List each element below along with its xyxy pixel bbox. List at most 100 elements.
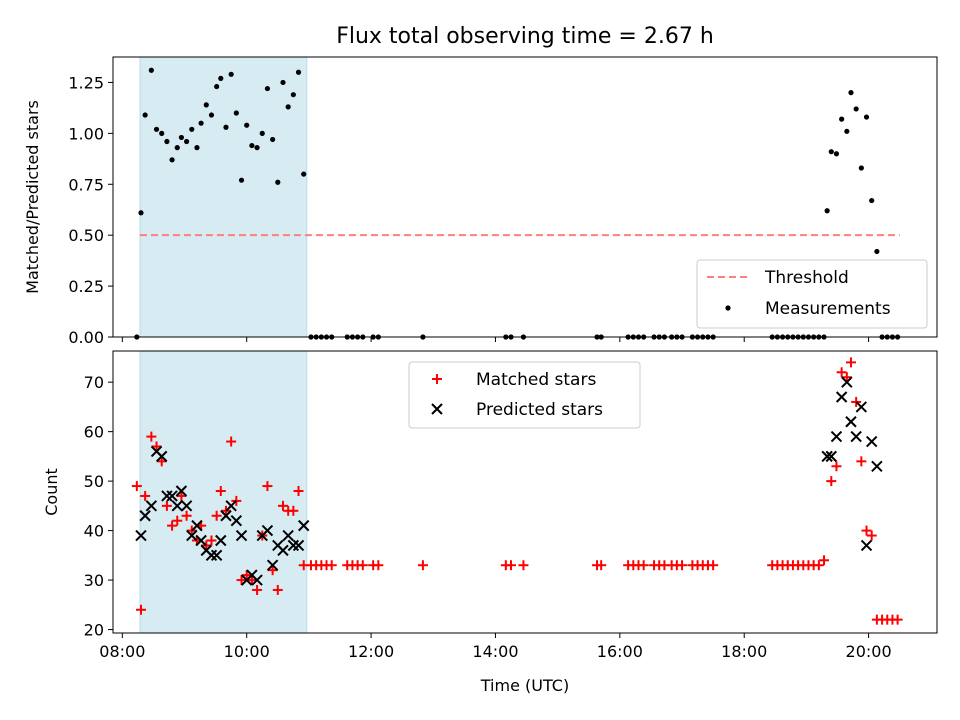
- matched-star-point: [677, 560, 688, 571]
- legend-x-marker: [431, 403, 443, 415]
- bottom-plot-panel: 08:00 10:00 12:00 14:00 16:00 18:00 20:00 20 30…: [42, 350, 938, 695]
- matched-star-point: [861, 525, 872, 536]
- y-tick-label: 1.00: [68, 124, 104, 143]
- x-diag-b: [235, 529, 248, 542]
- matched-star-point: [226, 436, 237, 447]
- matched-star-point: [231, 495, 242, 506]
- bottom-legend: Matched stars Predicted stars: [408, 361, 641, 429]
- x-diag-b: [865, 435, 878, 448]
- measurement-point: [270, 136, 276, 143]
- matched-star-point: [262, 481, 273, 492]
- x-diag-b: [282, 529, 294, 542]
- predicted-star-point: [871, 460, 883, 472]
- measurement-point: [183, 138, 190, 145]
- predicted-star-point: [830, 430, 843, 443]
- predicted-star-point: [175, 485, 188, 497]
- matched-star-point: [373, 560, 384, 571]
- predicted-star-point: [298, 519, 310, 532]
- matched-star-point: [167, 520, 178, 531]
- predicted-star-point: [845, 416, 857, 428]
- x-diag-b: [251, 574, 263, 586]
- matched-star-point: [140, 490, 151, 501]
- measurement-point: [189, 126, 195, 132]
- measurement-point: [218, 75, 224, 81]
- x-diag-b: [825, 450, 837, 463]
- measurement-point: [848, 90, 854, 96]
- predicted-star-point: [841, 376, 853, 388]
- y-tick-label: 0.00: [68, 328, 104, 347]
- measurement-point: [874, 248, 880, 255]
- y-tick-label: 70: [84, 373, 104, 392]
- measurement-point: [254, 145, 260, 151]
- x-diag-b: [171, 500, 183, 512]
- predicted-star-point: [865, 435, 878, 448]
- x-tick-label: 10:00: [224, 642, 270, 661]
- matched-star-point: [146, 431, 157, 442]
- predicted-star-point: [850, 430, 862, 443]
- top-x-ticks: [121, 337, 870, 342]
- matched-star-point: [596, 560, 607, 571]
- measurement-point: [159, 130, 165, 136]
- matched-star-point: [172, 515, 183, 526]
- measurement-point: [198, 120, 204, 126]
- y-tick-label: 60: [84, 423, 104, 442]
- matched-star-point: [267, 565, 278, 576]
- predicted-star-point: [235, 529, 248, 542]
- predicted-star-point: [156, 450, 168, 463]
- x-tick-label: 18:00: [721, 642, 767, 661]
- x-diag-b: [835, 391, 848, 403]
- measurement-point: [148, 67, 154, 73]
- measurement-point: [228, 71, 234, 77]
- x-diag-b: [161, 490, 173, 502]
- x-diag-b: [145, 500, 158, 512]
- x-diag-b: [166, 490, 178, 502]
- x-diag-b: [139, 510, 151, 522]
- predicted-star-point: [835, 391, 848, 403]
- predicted-star-point: [230, 514, 243, 527]
- predicted-star-point: [191, 519, 203, 532]
- matched-star-point: [892, 614, 903, 625]
- top-legend-box: [696, 259, 928, 329]
- x-diag-b: [225, 500, 237, 512]
- predicted-star-point: [139, 510, 151, 522]
- x-diag-b: [292, 539, 305, 552]
- matched-star-point: [186, 525, 197, 536]
- matched-star-point: [241, 570, 252, 581]
- predicted-star-point: [287, 539, 300, 552]
- matched-star-point: [135, 604, 146, 615]
- predicted-star-point: [860, 539, 873, 552]
- y-tick-label: 0.75: [68, 175, 104, 194]
- predicted-star-point: [161, 490, 173, 502]
- matched-star-point: [211, 510, 222, 521]
- bottom-y-axis-label: Count: [42, 468, 61, 516]
- measurement-point: [164, 138, 170, 145]
- measurement-point: [290, 92, 296, 98]
- x-diag-b: [871, 460, 883, 472]
- measurement-point: [153, 126, 160, 132]
- matched-star-point: [708, 560, 719, 571]
- matched-star-point: [836, 367, 847, 378]
- matched-star-point: [831, 461, 842, 472]
- measurement-point: [828, 149, 834, 155]
- matched-star-point: [826, 476, 837, 487]
- predicted-star-point: [135, 529, 147, 542]
- legend-predicted-label: Predicted stars: [476, 400, 603, 420]
- legend-measurements-label: Measurements: [765, 299, 891, 319]
- x-diag-b: [220, 510, 232, 522]
- matched-star-point: [813, 560, 824, 571]
- top-axes-frame: [112, 56, 938, 338]
- measurement-point: [244, 122, 250, 128]
- matched-star-point: [293, 486, 304, 497]
- x-tick-label: 14:00: [472, 642, 518, 661]
- x-diag-b: [215, 534, 227, 547]
- x-diag-b: [195, 534, 207, 547]
- measurement-point: [839, 116, 845, 122]
- top-plot-panel: 0.00 0.25 0.50 0.75 1.00 1.25 Matched/Predict…: [23, 24, 938, 347]
- predicted-star-point: [166, 490, 178, 502]
- measurement-point: [223, 124, 229, 130]
- predicted-star-point: [292, 539, 305, 552]
- matched-star-point: [866, 530, 877, 541]
- predicted-star-point: [266, 559, 279, 571]
- x-diag-b: [150, 445, 163, 458]
